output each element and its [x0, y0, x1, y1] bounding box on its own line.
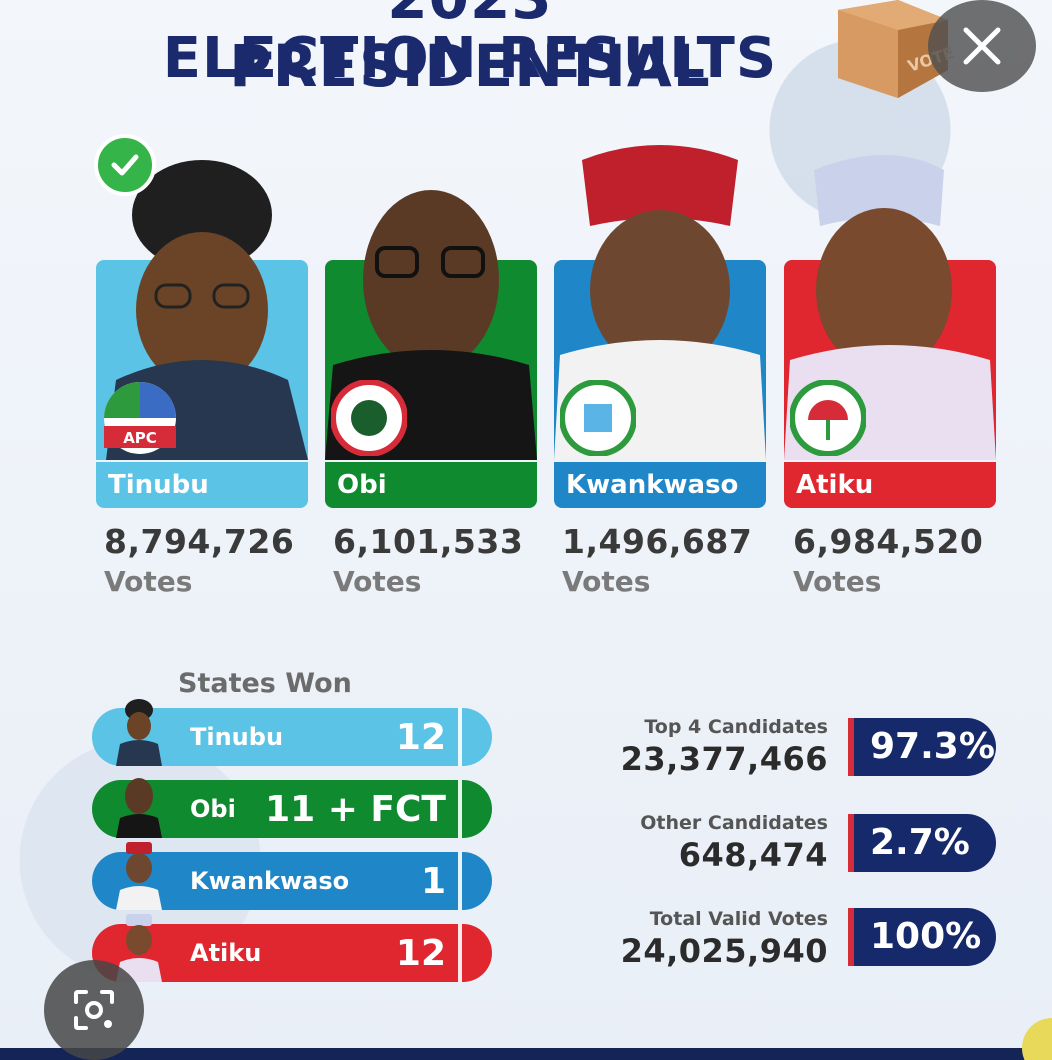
stat-label: Other Candidates	[640, 812, 828, 834]
candidate-photo	[554, 145, 766, 460]
states-row-count: 1	[420, 860, 446, 902]
avatar	[116, 914, 162, 982]
vote-number: 8,794,726	[104, 522, 295, 561]
avatar	[116, 842, 162, 910]
title-line-2: ELECTION RESULTS	[162, 26, 778, 91]
pdp-logo	[789, 379, 867, 457]
vote-count-obi: 6,101,533 Votes	[333, 522, 553, 598]
stat-value: 24,025,940	[620, 932, 828, 970]
image-search-icon	[74, 990, 114, 1030]
percent-badge-top4: 97.3%	[848, 718, 996, 776]
candidate-name: Kwankwaso	[554, 462, 766, 508]
vote-count-kwankwaso: 1,496,687 Votes	[562, 522, 782, 598]
stat-value: 648,474	[678, 836, 828, 874]
states-won-title: States Won	[178, 668, 352, 699]
states-row-count: 11 + FCT	[265, 788, 446, 830]
image-search-button[interactable]	[44, 960, 144, 1060]
percent-badge-total: 100%	[848, 908, 996, 966]
stat-label: Top 4 Candidates	[644, 716, 828, 738]
vote-count-tinubu: 8,794,726 Votes	[104, 522, 324, 598]
candidate-card-obi: Obi	[325, 140, 537, 510]
candidate-card-tinubu: APC Tinubu	[96, 140, 308, 510]
states-row-count: 12	[395, 932, 446, 974]
candidate-card-atiku: Atiku	[784, 140, 996, 510]
vote-number: 1,496,687	[562, 522, 753, 561]
close-button[interactable]	[928, 0, 1036, 92]
candidate-card-kwankwaso: Kwankwaso	[554, 140, 766, 510]
states-row-tinubu: Tinubu 12	[92, 699, 492, 766]
stat-total: Total Valid Votes 24,025,940	[560, 908, 828, 978]
vote-number: 6,101,533	[333, 522, 524, 561]
apc-logo: APC	[102, 380, 178, 456]
states-row-kwankwaso: Kwankwaso 1	[92, 842, 492, 910]
bottom-bar	[0, 1048, 1052, 1060]
divider	[458, 708, 462, 766]
divider	[458, 924, 462, 982]
close-icon	[963, 27, 1001, 65]
lp-logo	[330, 379, 408, 457]
stat-value: 23,377,466	[620, 740, 828, 778]
divider	[458, 780, 462, 838]
divider	[458, 852, 462, 910]
states-row-name: Obi	[190, 795, 236, 823]
nnpp-logo	[559, 379, 637, 457]
states-row-name: Kwankwaso	[190, 867, 350, 895]
candidate-name: Atiku	[784, 462, 996, 508]
vote-count-atiku: 6,984,520 Votes	[793, 522, 1013, 598]
vote-label: Votes	[562, 565, 651, 598]
percent-badge-other: 2.7%	[848, 814, 996, 872]
winner-check-icon	[94, 134, 156, 196]
stat-other: Other Candidates 648,474	[560, 812, 828, 882]
vote-number: 6,984,520	[793, 522, 984, 561]
vote-label: Votes	[793, 565, 882, 598]
avatar	[116, 778, 162, 838]
avatar	[116, 699, 162, 766]
candidate-name: Tinubu	[96, 462, 308, 508]
states-row-name: Atiku	[190, 939, 262, 967]
stat-label: Total Valid Votes	[649, 908, 828, 930]
vote-label: Votes	[333, 565, 422, 598]
stat-top4: Top 4 Candidates 23,377,466	[560, 716, 828, 786]
candidate-name: Obi	[325, 462, 537, 508]
vote-label: Votes	[104, 565, 193, 598]
states-row-count: 12	[395, 716, 446, 758]
states-row-name: Tinubu	[190, 723, 284, 751]
states-row-obi: Obi 11 + FCT	[92, 778, 492, 838]
title-line-1: 2023 PRESIDENTIAL	[229, 0, 711, 100]
states-row-atiku: Atiku 12	[92, 914, 492, 982]
svg-text:APC: APC	[123, 429, 157, 447]
